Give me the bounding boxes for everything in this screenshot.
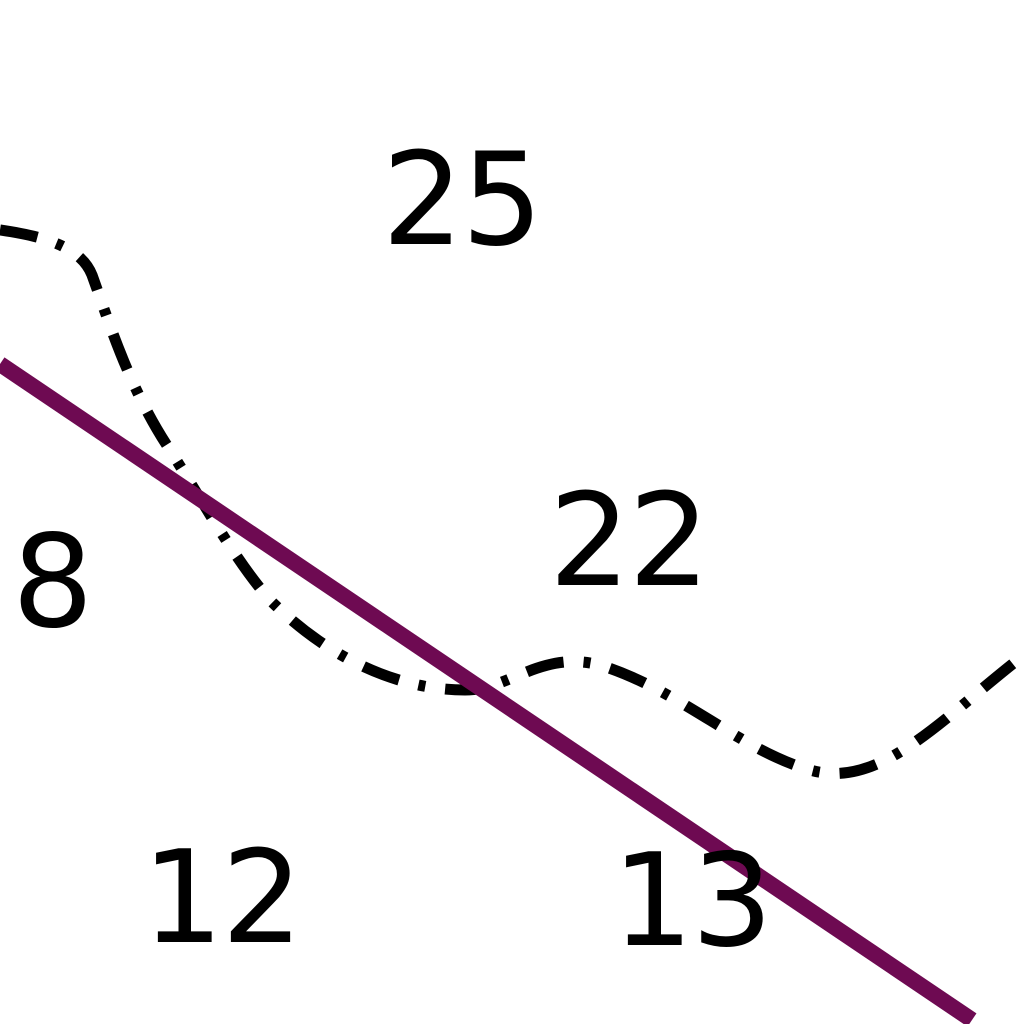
boundary-line — [0, 224, 1024, 779]
parcel-label-8: 8 — [12, 508, 91, 657]
parcel-label-22: 22 — [549, 467, 708, 616]
road-line — [0, 357, 977, 1024]
parcel-label-12: 12 — [142, 824, 301, 973]
parcel-label-25: 25 — [382, 126, 541, 275]
parcel-label-13: 13 — [612, 827, 771, 976]
